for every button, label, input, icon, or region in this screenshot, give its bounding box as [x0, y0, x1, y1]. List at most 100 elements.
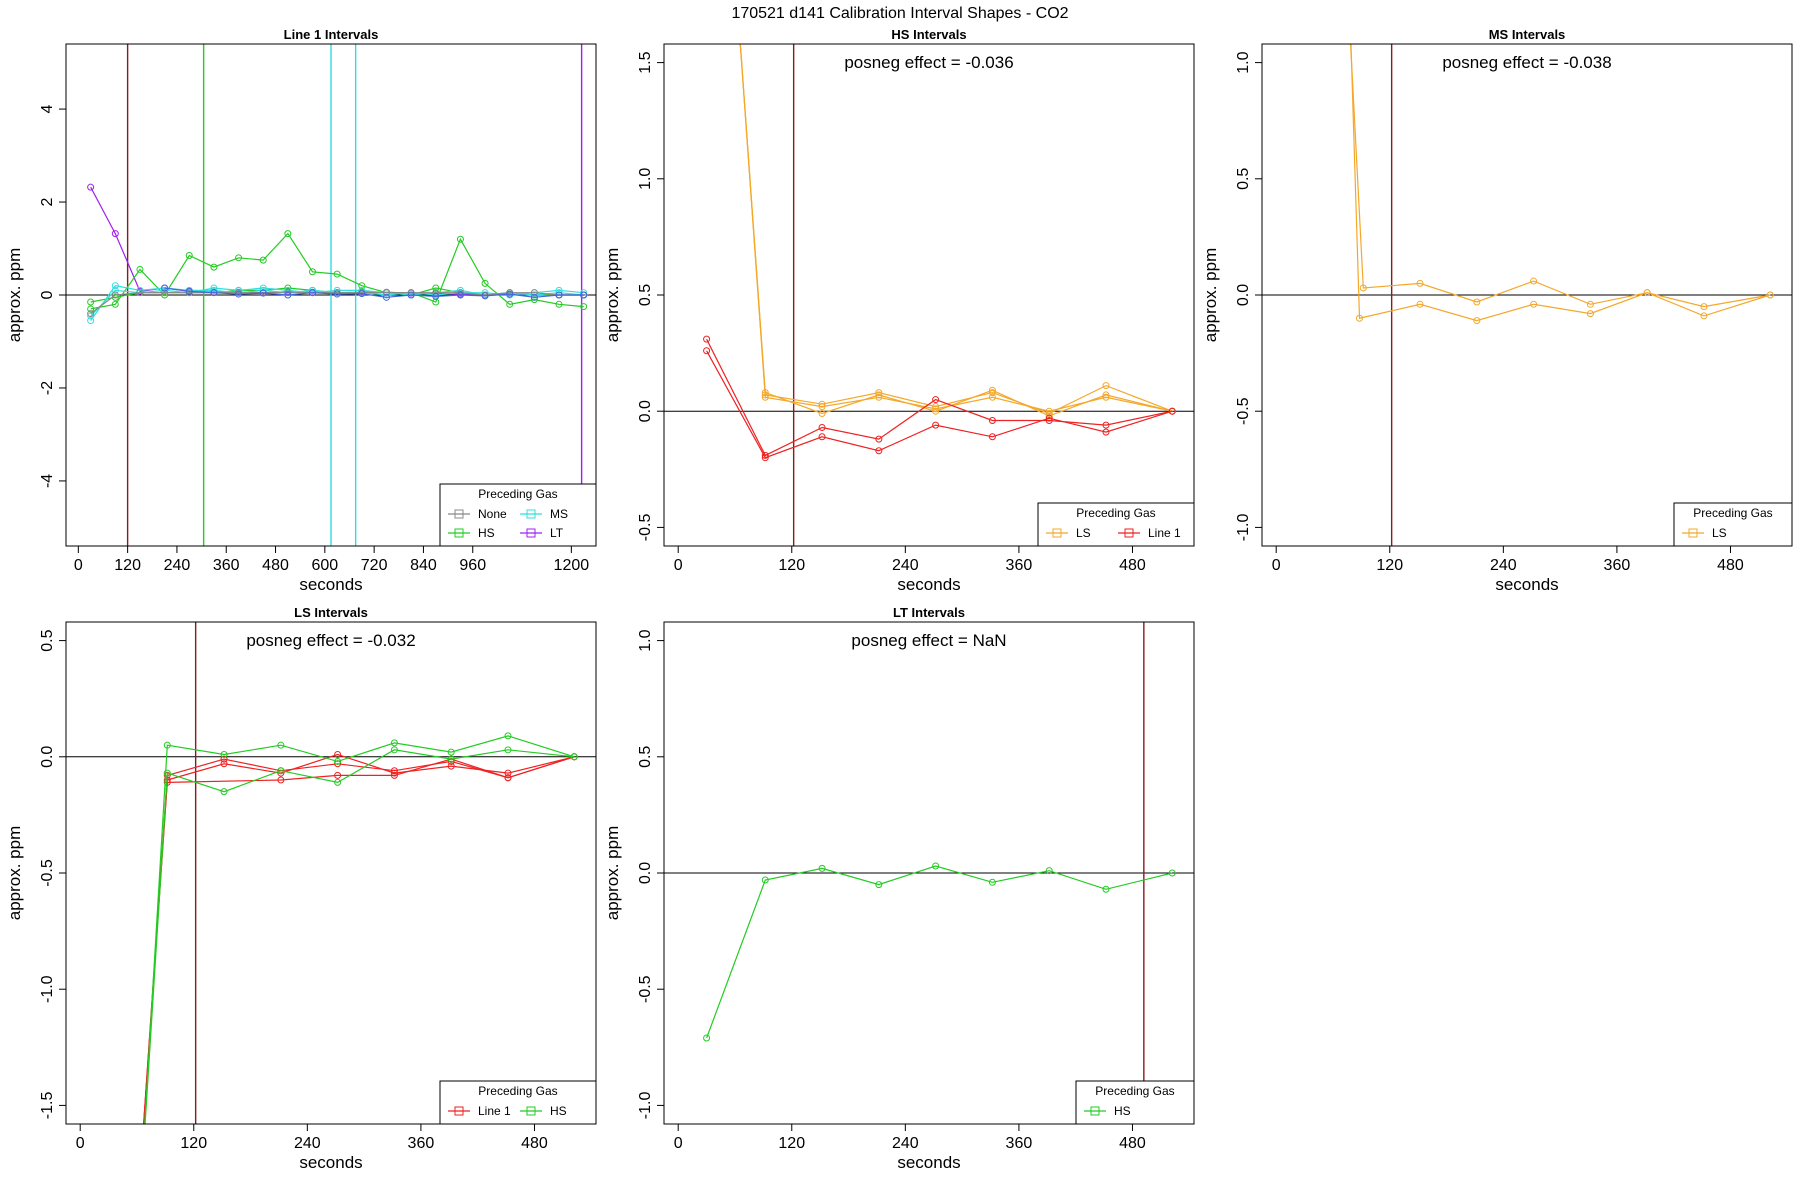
legend-swatch-marker	[526, 1106, 536, 1116]
posneg-annotation: posneg effect = -0.038	[1442, 53, 1611, 72]
x-tick-label: 360	[213, 557, 240, 574]
data-point	[382, 291, 390, 299]
data-point	[259, 256, 267, 264]
series-line-1	[143, 750, 578, 1124]
series-line	[164, 287, 584, 298]
series-line	[143, 756, 575, 1124]
data-point	[447, 757, 455, 765]
data-point	[277, 769, 285, 777]
data-point	[1102, 393, 1110, 401]
series-ls	[739, 44, 1176, 415]
series-line	[144, 749, 575, 1124]
y-tick-label: 2	[39, 197, 56, 206]
data-point	[530, 293, 538, 301]
y-tick-label: 0.0	[637, 400, 654, 422]
x-tick-label: 480	[1119, 1135, 1146, 1152]
data-point	[818, 400, 826, 408]
data-point	[334, 771, 342, 779]
x-tick-label: 120	[180, 1135, 207, 1152]
data-point	[390, 739, 398, 747]
data-point	[761, 393, 769, 401]
plot-frame	[663, 43, 1195, 547]
data-point	[504, 774, 512, 782]
legend: Preceding Gas LS Line 1	[1037, 502, 1195, 547]
data-point	[932, 405, 940, 413]
data-point	[580, 303, 588, 311]
x-tick-label: 480	[262, 557, 289, 574]
legend: Preceding Gas Line 1 HS	[439, 1080, 597, 1125]
y-axis-label: approx. ppm	[5, 248, 24, 343]
x-tick-label: 0	[76, 1135, 85, 1152]
data-point	[456, 291, 464, 299]
data-point	[1643, 289, 1651, 297]
series-group	[703, 44, 1176, 462]
data-point	[210, 263, 218, 271]
legend-entry: None	[448, 507, 507, 521]
y-tick-label: -1.5	[39, 1092, 56, 1120]
series-line	[144, 735, 575, 1124]
data-point	[111, 300, 119, 308]
data-point	[703, 1034, 711, 1042]
legend-box	[439, 483, 597, 547]
x-axis: 0 120 240 360 480 seconds	[76, 1124, 548, 1172]
data-point	[432, 292, 440, 300]
y-tick-label: 4	[39, 105, 56, 114]
x-axis-label: seconds	[299, 1153, 362, 1172]
x-tick-label: 0	[674, 557, 683, 574]
y-axis-label: approx. ppm	[603, 826, 622, 921]
data-point	[1473, 298, 1481, 306]
x-tick-label: 120	[114, 557, 141, 574]
legend-swatch-marker	[1052, 528, 1062, 538]
data-point	[235, 290, 243, 298]
data-point	[87, 298, 95, 306]
data-point	[530, 291, 538, 299]
data-point	[530, 289, 538, 297]
x-axis-label: seconds	[299, 575, 362, 594]
data-point	[309, 268, 317, 276]
legend-label: None	[478, 507, 507, 521]
chart-panel-4: LS Intervals 0 120 240 360 480 seconds -1.5 -1.0…	[5, 605, 597, 1172]
data-point	[334, 778, 342, 786]
data-point	[407, 291, 415, 299]
x-tick-label: 240	[164, 557, 191, 574]
data-point	[1102, 885, 1110, 893]
data-point	[161, 291, 169, 299]
data-point	[1045, 407, 1053, 415]
data-point	[333, 270, 341, 278]
legend-swatch-marker	[1688, 528, 1698, 538]
data-point	[703, 335, 711, 343]
y-tick-label: 1.0	[1235, 51, 1252, 73]
x-tick-label: 0	[74, 557, 83, 574]
data-point	[504, 746, 512, 754]
data-point	[761, 876, 769, 884]
data-point	[334, 750, 342, 758]
data-point	[432, 289, 440, 297]
legend-swatch-marker	[454, 509, 464, 519]
x-tick-label: 240	[1490, 557, 1517, 574]
legend-title: Preceding Gas	[1693, 506, 1772, 520]
x-tick-label: 240	[294, 1135, 321, 1152]
series-hs	[144, 746, 578, 1124]
y-tick-label: -1.0	[1235, 514, 1252, 542]
data-point	[390, 771, 398, 779]
data-point	[481, 292, 489, 300]
data-point	[284, 286, 292, 294]
data-point	[1530, 300, 1538, 308]
data-point	[988, 417, 996, 424]
x-axis: 0 120 240 360 480 seconds	[1272, 546, 1744, 594]
data-point	[988, 386, 996, 394]
x-tick-label: 840	[410, 557, 437, 574]
legend-label: Line 1	[478, 1104, 511, 1118]
data-point	[1416, 300, 1424, 308]
data-point	[555, 300, 563, 308]
y-tick-label: 0.0	[637, 862, 654, 884]
data-point	[818, 410, 826, 418]
data-point	[504, 732, 512, 740]
data-point	[447, 755, 455, 763]
chart-panel-5: LT Intervals 0 120 240 360 480 seconds -1.0 -0.5…	[603, 605, 1195, 1172]
series-line	[1349, 44, 1771, 308]
legend-swatch-marker	[454, 1106, 464, 1116]
data-point	[447, 748, 455, 756]
posneg-annotation: posneg effect = -0.036	[844, 53, 1013, 72]
